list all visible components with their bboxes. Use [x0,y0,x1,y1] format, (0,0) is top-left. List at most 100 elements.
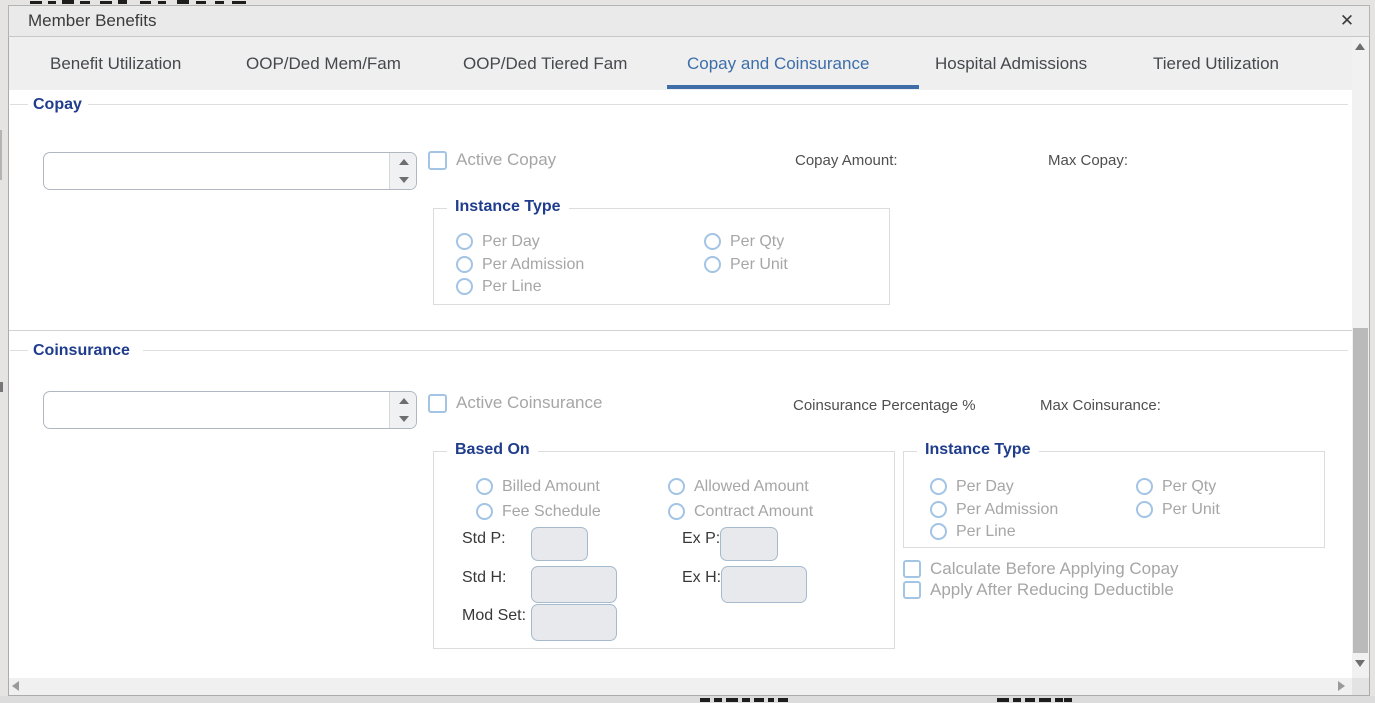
scroll-left-icon[interactable] [12,681,19,691]
std-p-label: Std P: [462,530,506,547]
copay-radio-per-qty[interactable]: Per Qty [704,231,784,252]
radio-circle [476,503,493,520]
background-strip-bottom [0,696,1375,703]
copay-code-spinner [43,152,417,190]
checkbox-box [903,560,921,578]
tab-hospital-admissions[interactable]: Hospital Admissions [935,54,1088,73]
dialog-titlebar[interactable] [8,5,1370,37]
radio-label: Fee Schedule [502,502,601,520]
copay-radio-per-admission[interactable]: Per Admission [456,254,584,275]
active-coinsurance-checkbox[interactable]: Active Coinsurance [428,392,602,414]
ex-h-input[interactable] [721,566,807,603]
copay-amount-label: Copay Amount: [795,152,898,169]
radio-circle [1136,478,1153,495]
chevron-up-icon [398,398,409,404]
scroll-up-icon[interactable] [1355,43,1365,50]
scroll-down-icon[interactable] [1355,660,1365,667]
close-icon[interactable]: ✕ [1339,11,1355,30]
radio-circle [476,478,493,495]
active-tab-underline [667,85,919,89]
radio-circle [456,233,473,250]
max-coinsurance-label: Max Coinsurance: [1040,397,1161,414]
chevron-down-icon [398,416,409,422]
apply-after-label: Apply After Reducing Deductible [930,580,1174,599]
vertical-scrollbar-thumb[interactable] [1353,328,1368,653]
std-h-input[interactable] [531,566,617,603]
background-fragment-left2 [0,382,3,392]
copay-section-legend: Copay [33,96,82,113]
copay-radio-per-line[interactable]: Per Line [456,276,542,297]
chevron-down-icon [398,177,409,183]
copay-spinner-buttons [389,153,416,189]
std-p-input[interactable] [531,527,588,561]
radio-circle [456,256,473,273]
copay-instance-type-legend: Instance Type [447,198,569,216]
radio-billed-amount[interactable]: Billed Amount [476,476,600,497]
radio-contract-amount[interactable]: Contract Amount [668,501,813,522]
radio-label: Per Qty [730,232,785,250]
max-copay-label: Max Copay: [1048,152,1129,169]
ex-h-label: Ex H: [682,569,722,586]
horizontal-scrollbar-track[interactable] [9,678,1352,695]
tab-copay-and-coinsurance[interactable]: Copay and Coinsurance [687,54,870,73]
radio-label: Per Line [482,277,542,295]
calculate-before-applying-copay-checkbox[interactable]: Calculate Before Applying Copay [903,558,1179,580]
apply-after-reducing-deductible-checkbox[interactable]: Apply After Reducing Deductible [903,579,1174,601]
coinsurance-section-legend: Coinsurance [33,342,130,359]
radio-circle [930,523,947,540]
copay-radio-per-unit[interactable]: Per Unit [704,254,788,275]
background-fragment-left [0,130,2,180]
radio-circle [930,501,947,518]
radio-label: Per Admission [482,255,585,273]
coins-radio-per-admission[interactable]: Per Admission [930,499,1058,520]
spinner-down-button[interactable] [390,171,416,189]
radio-label: Billed Amount [502,477,600,495]
tab-bar [9,37,1352,90]
copay-radio-per-day[interactable]: Per Day [456,231,540,252]
coins-radio-per-line[interactable]: Per Line [930,521,1016,542]
radio-label: Per Qty [1162,477,1217,495]
ex-p-label: Ex P: [682,530,721,547]
coins-radio-per-unit[interactable]: Per Unit [1136,499,1220,520]
coins-radio-per-day[interactable]: Per Day [930,476,1014,497]
ex-p-input[interactable] [720,527,778,561]
mod-set-label: Mod Set: [462,607,527,624]
tab-oop-ded-mem-fam[interactable]: OOP/Ded Mem/Fam [246,54,401,73]
coinsurance-spinner-buttons [389,392,416,428]
radio-circle [704,233,721,250]
radio-label: Per Day [482,232,540,250]
radio-label: Allowed Amount [694,477,809,495]
tab-benefit-utilization[interactable]: Benefit Utilization [50,54,182,73]
based-on-legend: Based On [447,441,538,459]
copay-code-input[interactable] [44,153,390,189]
radio-allowed-amount[interactable]: Allowed Amount [668,476,809,497]
tab-oop-ded-tiered-fam[interactable]: OOP/Ded Tiered Fam [463,54,628,73]
mod-set-input[interactable] [531,604,617,641]
std-h-label: Std H: [462,569,507,586]
chevron-up-icon [398,159,409,165]
radio-circle [704,256,721,273]
radio-label: Per Day [956,477,1014,495]
coins-radio-per-qty[interactable]: Per Qty [1136,476,1216,497]
coinsurance-code-input[interactable] [44,392,390,428]
tab-tiered-utilization[interactable]: Tiered Utilization [1153,54,1279,73]
checkbox-box [428,150,447,170]
coinsurance-instance-type-fieldset: Instance Type [903,441,1325,548]
radio-fee-schedule[interactable]: Fee Schedule [476,501,601,522]
radio-circle [668,503,685,520]
radio-label: Per Unit [730,255,788,273]
radio-label: Per Unit [1162,500,1220,518]
spinner-up-button[interactable] [390,392,416,410]
radio-circle [930,478,947,495]
radio-label: Contract Amount [694,502,814,520]
coinsurance-code-spinner [43,391,417,429]
checkbox-box [903,581,921,599]
spinner-down-button[interactable] [390,410,416,428]
radio-label: Per Admission [956,500,1059,518]
radio-circle [1136,501,1153,518]
active-copay-label: Active Copay [456,150,557,169]
active-coinsurance-label: Active Coinsurance [456,393,603,412]
spinner-up-button[interactable] [390,153,416,171]
scroll-right-icon[interactable] [1338,681,1345,691]
active-copay-checkbox[interactable]: Active Copay [428,149,556,171]
